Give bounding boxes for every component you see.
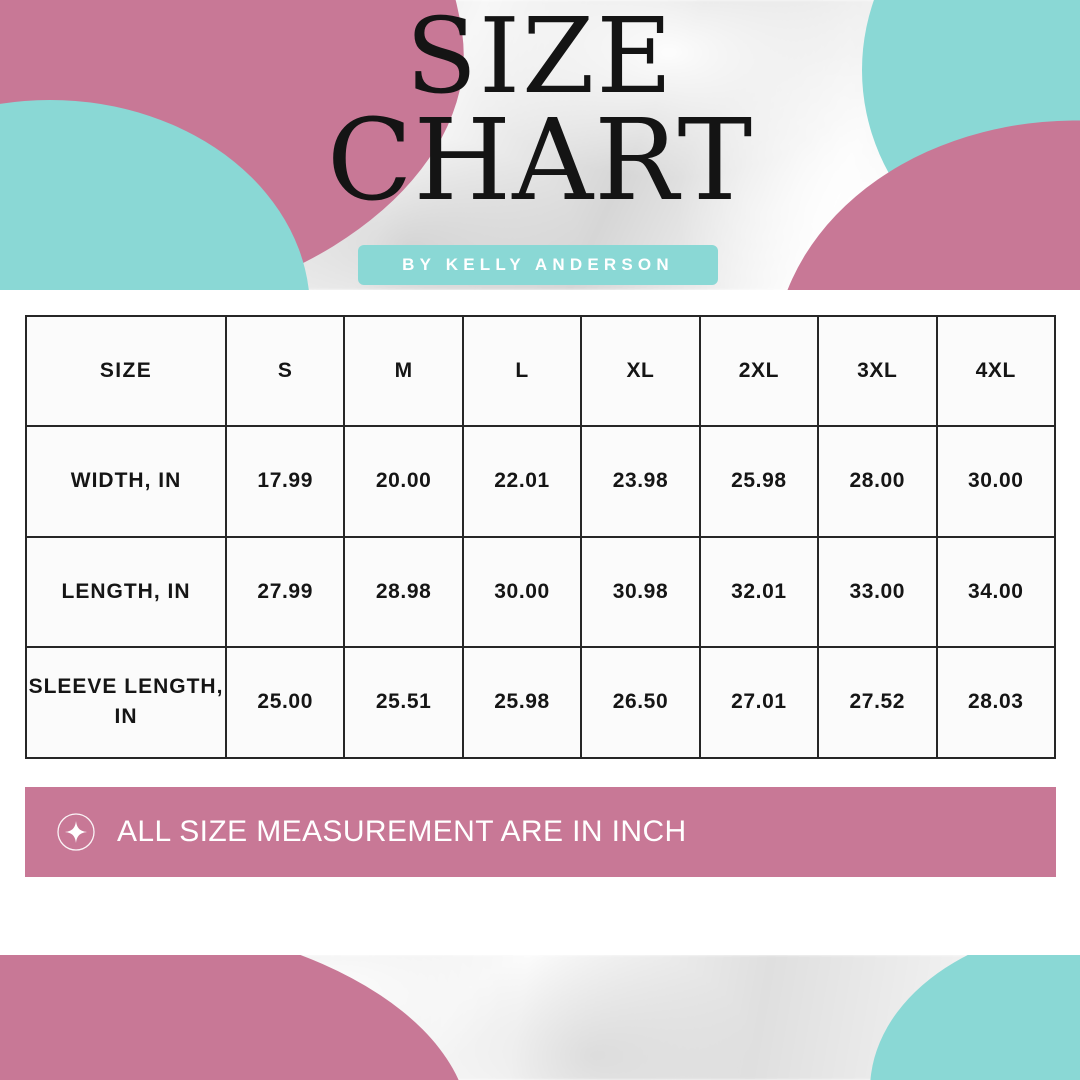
column-header-xl: XL [580, 315, 701, 427]
cell-sleeve-l: 25.98 [461, 646, 583, 759]
cell-width-2xl: 25.98 [698, 425, 820, 538]
cell-width-m: 20.00 [343, 425, 464, 538]
cell-width-s: 17.99 [224, 425, 346, 538]
cell-sleeve-4xl: 28.03 [935, 646, 1057, 759]
cell-sleeve-m: 25.51 [343, 646, 464, 759]
cell-width-l: 22.01 [461, 425, 583, 538]
column-header-m: M [343, 315, 464, 427]
cell-length-4xl: 34.00 [935, 535, 1057, 648]
cell-width-xl: 23.98 [580, 425, 701, 538]
column-header-l: L [461, 315, 583, 427]
cell-length-3xl: 33.00 [817, 535, 938, 648]
cell-width-4xl: 30.00 [935, 425, 1057, 538]
table-row: WIDTH, IN 17.99 20.00 22.01 23.98 25.98 … [25, 425, 1057, 538]
measurement-note-banner: ALL SIZE MEASUREMENT ARE IN INCH [25, 787, 1056, 877]
cell-sleeve-xl: 26.50 [580, 646, 701, 759]
cell-length-s: 27.99 [224, 535, 346, 648]
cell-width-3xl: 28.00 [817, 425, 938, 538]
size-table-container: SIZE S M L XL 2XL 3XL 4XL WIDTH, IN 17.9… [25, 315, 1057, 759]
column-header-s: S [224, 315, 346, 427]
decorative-band-top [0, 0, 1080, 290]
row-label-width: WIDTH, IN [25, 425, 227, 538]
table-row: SLEEVE LENGTH, IN 25.00 25.51 25.98 26.5… [25, 646, 1057, 759]
cell-sleeve-s: 25.00 [224, 646, 346, 759]
cell-length-l: 30.00 [461, 535, 583, 648]
cell-sleeve-2xl: 27.01 [698, 646, 820, 759]
size-table: SIZE S M L XL 2XL 3XL 4XL WIDTH, IN 17.9… [25, 315, 1057, 759]
column-header-3xl: 3XL [817, 315, 938, 427]
decorative-band-bottom [0, 955, 1080, 1080]
measurement-note-text: ALL SIZE MEASUREMENT ARE IN INCH [117, 815, 687, 848]
table-header-row: SIZE S M L XL 2XL 3XL 4XL [25, 315, 1057, 427]
cell-length-xl: 30.98 [580, 535, 701, 648]
row-label-sleeve-length: SLEEVE LENGTH, IN [25, 646, 227, 759]
cell-sleeve-3xl: 27.52 [817, 646, 938, 759]
cell-length-m: 28.98 [343, 535, 464, 648]
table-row: LENGTH, IN 27.99 28.98 30.00 30.98 32.01… [25, 535, 1057, 648]
cell-length-2xl: 32.01 [698, 535, 820, 648]
sparkle-icon [56, 812, 96, 852]
column-header-4xl: 4XL [935, 315, 1057, 427]
column-header-2xl: 2XL [698, 315, 820, 427]
column-header-size: SIZE [25, 315, 227, 427]
row-label-length: LENGTH, IN [25, 535, 227, 648]
